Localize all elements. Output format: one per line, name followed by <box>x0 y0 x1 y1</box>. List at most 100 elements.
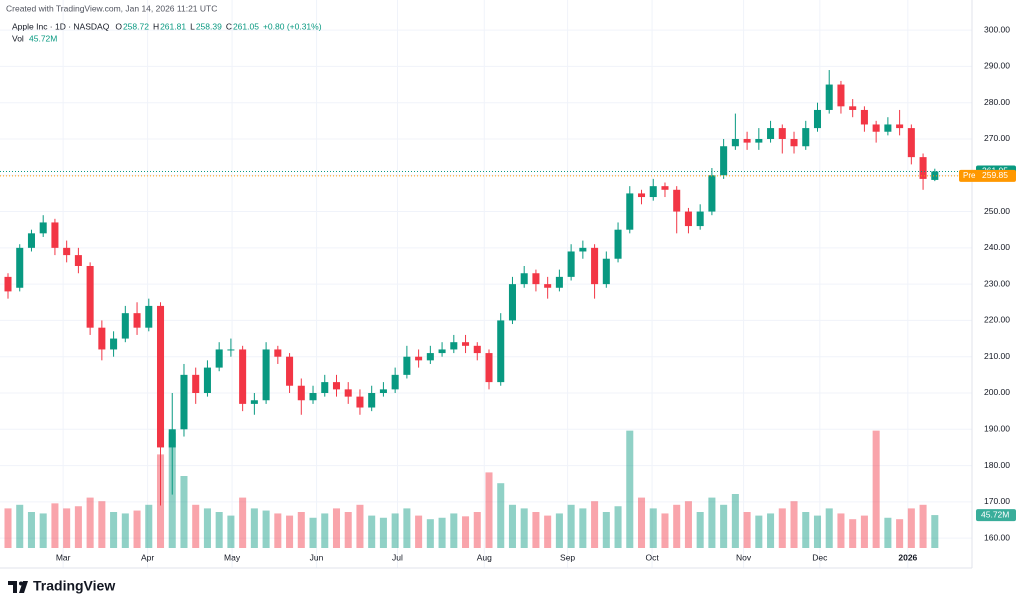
volume-bar <box>684 501 692 548</box>
candle-body <box>16 247 24 288</box>
candle-body <box>931 171 939 180</box>
candle-body <box>837 84 845 107</box>
candle-body <box>415 356 423 361</box>
volume-bar <box>626 430 634 548</box>
legend-text: L <box>190 21 195 31</box>
candle-body <box>426 353 434 361</box>
volume-bar <box>532 512 540 548</box>
candle-body <box>497 320 505 383</box>
candle-body <box>555 276 563 288</box>
watermark: Created with TradingView.com, Jan 14, 20… <box>6 3 217 13</box>
candle-body <box>321 382 329 393</box>
candle-body <box>778 128 786 139</box>
volume-bar <box>27 512 35 548</box>
volume-bar <box>825 508 833 548</box>
volume-legend-label: Vol <box>12 33 24 43</box>
volume-bar <box>16 504 24 548</box>
x-tick-label: Mar <box>56 552 71 562</box>
x-tick-label: 2026 <box>898 552 917 562</box>
legend-text: C <box>226 21 232 31</box>
volume-bar <box>368 515 376 548</box>
volume-bar <box>837 513 845 548</box>
volume-bar <box>286 515 294 548</box>
volume-bar <box>63 508 71 548</box>
candle-body <box>250 400 258 404</box>
candle-body <box>849 106 857 110</box>
x-tick-label: Sep <box>560 552 575 562</box>
legend-text: O <box>115 21 122 31</box>
candle-body <box>391 374 399 390</box>
volume-bar <box>262 510 270 548</box>
y-tick-label: 160.00 <box>984 532 1010 542</box>
y-tick-label: 230.00 <box>984 278 1010 288</box>
volume-bar <box>121 513 129 548</box>
volume-bar <box>708 497 716 548</box>
candle-body <box>379 389 387 393</box>
candle-body <box>896 124 904 129</box>
volume-bar <box>86 497 94 548</box>
legend-text: H <box>153 21 159 31</box>
candle-body <box>438 349 446 354</box>
brand: TradingView <box>8 578 115 594</box>
candle-body <box>462 342 470 346</box>
candle-body <box>215 349 223 368</box>
volume-bar <box>250 508 258 548</box>
volume-bar <box>239 497 247 548</box>
legend-text: 261.81 <box>160 21 186 31</box>
candle-body <box>27 233 35 248</box>
y-tick-label: 270.00 <box>984 133 1010 143</box>
volume-bar <box>731 494 739 548</box>
candle-body <box>473 345 481 354</box>
volume-bar <box>98 501 106 548</box>
volume-bar <box>743 512 751 548</box>
candle-body <box>110 338 118 350</box>
candle-body <box>180 374 188 430</box>
volume-bar <box>591 501 599 548</box>
brand-logo-dot <box>19 581 23 586</box>
volume-bar <box>919 504 927 548</box>
candle-body <box>755 138 763 143</box>
x-tick-label: Apr <box>141 552 154 562</box>
legend-text: 258.39 <box>196 21 222 31</box>
volume-bar <box>74 506 82 548</box>
volume-bar <box>790 501 798 548</box>
x-tick-label: Oct <box>645 552 659 562</box>
volume-bar <box>907 508 915 548</box>
legend-text: 258.72 <box>123 21 149 31</box>
volume-bar <box>544 515 552 548</box>
candle-body <box>579 247 587 252</box>
candle-body <box>368 392 376 408</box>
y-tick-label: 190.00 <box>984 424 1010 434</box>
candle-body <box>544 284 552 288</box>
candle-body <box>239 349 247 404</box>
candle-body <box>227 349 235 351</box>
volume-bar <box>637 497 646 548</box>
volume-bar <box>391 513 399 548</box>
candle-body <box>121 313 129 339</box>
candle-body <box>684 211 692 227</box>
volume-bar <box>110 512 118 548</box>
candle-body <box>309 392 317 401</box>
volume-bar <box>497 483 505 548</box>
volume-bar <box>356 504 364 548</box>
volume-bar <box>860 515 868 548</box>
x-tick-label: Jul <box>392 552 403 562</box>
y-tick-label: 210.00 <box>984 351 1010 361</box>
volume-bar <box>696 512 704 548</box>
candle-body <box>286 356 294 386</box>
y-tick-label: 200.00 <box>984 387 1010 397</box>
x-tick-label: Jun <box>310 552 324 562</box>
candle-body <box>626 193 634 230</box>
candle-body <box>802 128 810 147</box>
volume-bar <box>145 504 153 548</box>
pre-label: Pre <box>963 171 976 180</box>
volume-bar <box>450 513 458 548</box>
volume-bar <box>51 503 59 548</box>
volume-bar <box>813 515 822 548</box>
candle-body <box>813 109 822 129</box>
y-tick-label: 240.00 <box>984 242 1010 252</box>
legend-text: 261.05 <box>233 21 259 31</box>
volume-bar <box>133 510 141 548</box>
candle-body <box>767 128 775 139</box>
x-tick-label: Dec <box>812 552 828 562</box>
